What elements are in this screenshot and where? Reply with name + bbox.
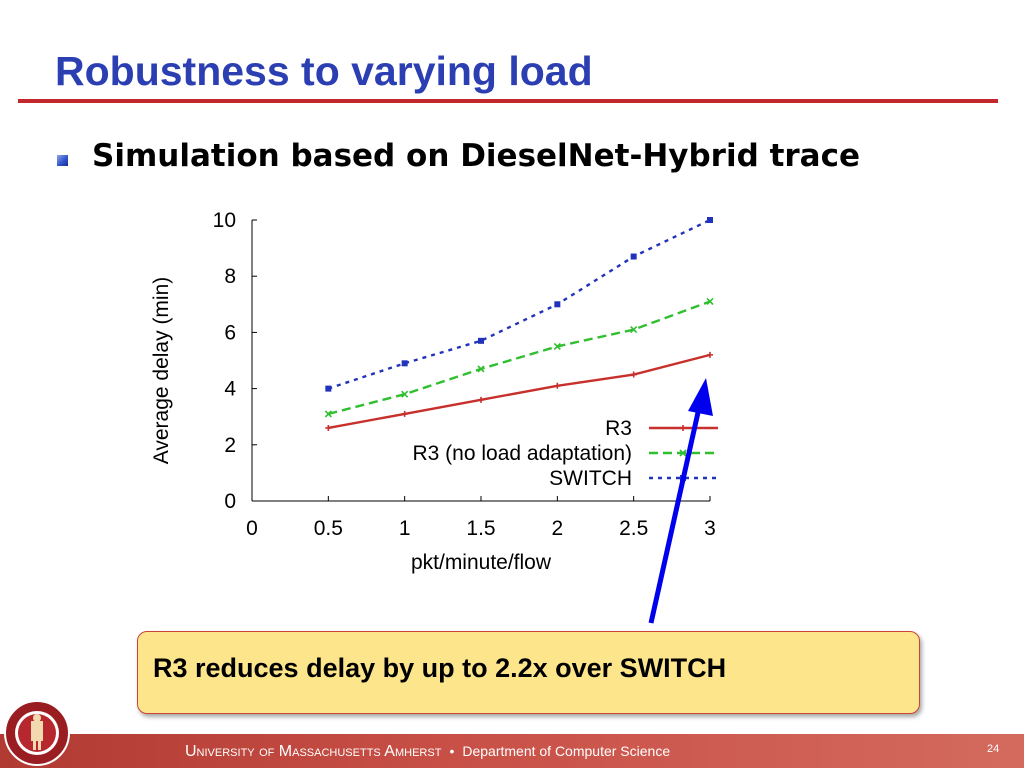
y-tick-label: 4 — [224, 378, 236, 401]
x-tick-label: 0.5 — [314, 517, 343, 540]
y-tick-label: 10 — [213, 209, 236, 232]
y-axis-label: Average delay (min) — [150, 277, 173, 465]
callout-text: R3 reduces delay by up to 2.2x over SWIT… — [153, 653, 727, 683]
chart-series — [324, 217, 714, 431]
x-tick-label: 1.5 — [466, 517, 495, 540]
university-seal-logo — [4, 700, 70, 766]
arrow-shaft — [648, 407, 702, 624]
data-point-marker — [401, 390, 409, 398]
x-tick-label: 2 — [551, 517, 563, 540]
legend-label: R3 (no load adaptation) — [413, 442, 633, 465]
data-point-marker — [324, 410, 332, 418]
data-point-marker — [706, 297, 714, 306]
x-tick-label: 0 — [246, 517, 258, 540]
legend-label: SWITCH — [549, 467, 632, 490]
x-tick-label: 3 — [704, 517, 716, 540]
data-point-marker — [680, 425, 686, 431]
page-number: 24 — [987, 743, 1000, 755]
data-point-marker — [630, 371, 637, 378]
data-point-marker — [477, 365, 485, 373]
arrow-head — [688, 378, 713, 416]
footer-bar: University of Massachusetts Amherst • Depa… — [0, 734, 1024, 768]
callout-box: R3 reduces delay by up to 2.2x over SWIT… — [137, 631, 920, 714]
y-tick-label: 8 — [224, 265, 236, 288]
data-point-marker — [630, 326, 638, 334]
series-line-1 — [328, 300, 711, 416]
slide-title: Robustness to varying load — [55, 48, 593, 94]
y-tick-label: 6 — [224, 321, 236, 344]
bullet-text: Simulation based on DieselNet-Hybrid tra… — [92, 138, 861, 174]
chart-axes: 0 0.5 1 1.5 2 2.5 3 0 2 4 6 8 10 pkt/minute/flow Avera… — [150, 209, 716, 574]
data-point-marker — [554, 382, 561, 389]
data-point-marker — [707, 217, 713, 223]
data-point-marker — [478, 337, 484, 344]
y-tick-label: 2 — [224, 434, 236, 457]
y-tick-label: 0 — [224, 490, 236, 513]
footer-text: University of Massachusetts Amherst • Depa… — [185, 743, 670, 761]
data-point-marker — [401, 360, 408, 367]
data-point-marker — [478, 396, 484, 403]
data-point-marker — [325, 424, 332, 431]
x-axis-label: pkt/minute/flow — [411, 551, 552, 574]
data-point-marker — [401, 410, 408, 417]
data-point-marker — [325, 385, 332, 392]
data-point-marker — [553, 342, 561, 351]
footer-university: University of Massachusetts Amherst — [185, 743, 442, 760]
data-point-marker — [679, 449, 687, 457]
delay-vs-load-chart: 0 0.5 1 1.5 2 2.5 3 0 2 4 6 8 10 pkt/minute/flow Avera… — [150, 209, 718, 574]
x-tick-label: 1 — [399, 517, 411, 540]
data-point-marker — [630, 253, 637, 260]
footer-department: Department of Computer Science — [462, 743, 671, 759]
bullet-icon — [57, 155, 68, 166]
title-divider — [18, 99, 998, 103]
legend-label: R3 — [605, 417, 632, 440]
data-point-marker — [554, 301, 561, 308]
footer-separator: • — [449, 743, 455, 759]
series-line-0 — [328, 353, 711, 430]
x-tick-label: 2.5 — [619, 517, 648, 540]
data-point-marker — [707, 351, 713, 358]
